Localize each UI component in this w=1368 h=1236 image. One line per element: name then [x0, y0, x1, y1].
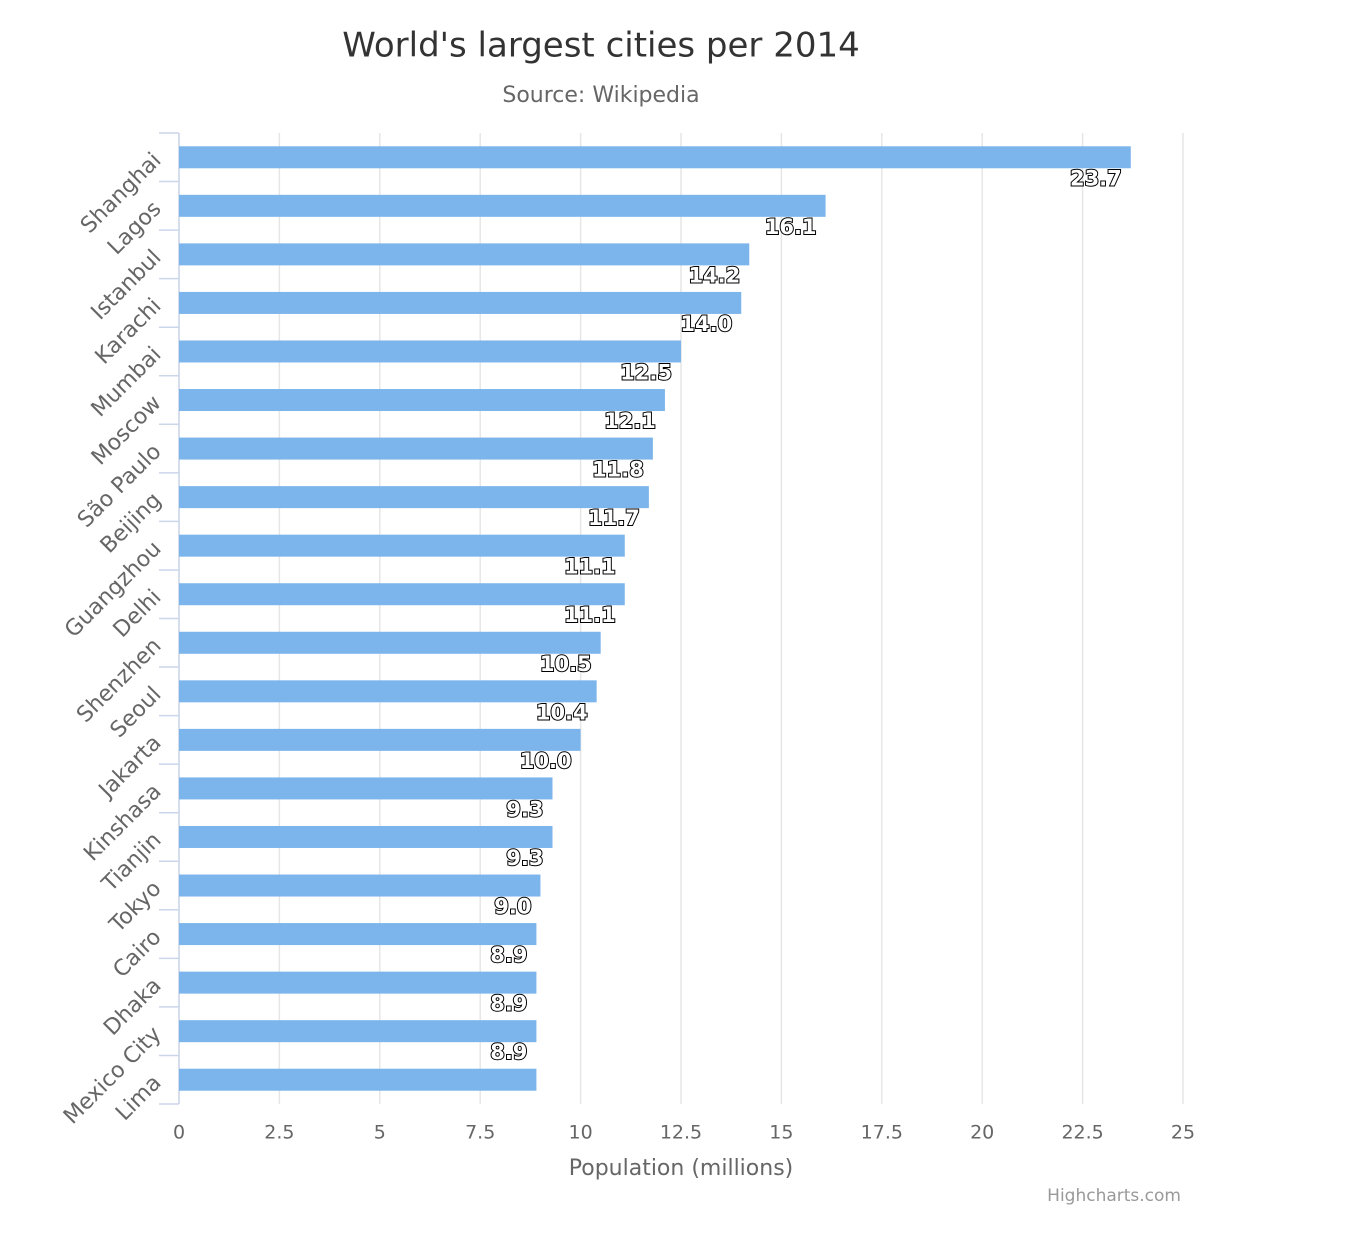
bar [179, 583, 625, 606]
bar [179, 923, 537, 946]
bar [179, 777, 553, 800]
bar [179, 243, 750, 266]
bar [179, 680, 597, 703]
x-axis-title: Population (millions) [569, 1156, 794, 1181]
x-tick-label: 25 [1171, 1122, 1195, 1144]
bar [179, 291, 742, 314]
x-tick-label: 12.5 [660, 1122, 702, 1144]
data-label: 12.1 [604, 409, 656, 433]
data-label: 23.7 [1070, 166, 1122, 190]
bar [179, 1020, 537, 1043]
data-label: 14.2 [688, 263, 740, 287]
data-label: 12.5 [620, 360, 672, 384]
bar [179, 1068, 537, 1091]
bar [179, 728, 581, 751]
data-label: 14.0 [680, 312, 732, 336]
data-label: 10.4 [536, 700, 588, 724]
data-label: 11.7 [588, 506, 640, 530]
bar [179, 146, 1131, 169]
bar [179, 194, 826, 217]
data-label: 11.1 [564, 555, 616, 579]
x-tick-label: 20 [970, 1122, 994, 1144]
x-tick-label: 22.5 [1061, 1122, 1103, 1144]
x-tick-label: 10 [569, 1122, 593, 1144]
data-label: 16.1 [765, 215, 817, 239]
x-tick-label: 7.5 [465, 1122, 495, 1144]
data-label: 11.8 [592, 458, 644, 482]
x-tick-label: 15 [769, 1122, 793, 1144]
bar [179, 825, 553, 848]
bar [179, 534, 625, 557]
data-label: 10.5 [540, 652, 592, 676]
bar [179, 486, 649, 509]
data-label: 8.9 [490, 943, 527, 967]
bar [179, 631, 601, 654]
bar [179, 874, 541, 897]
data-label: 10.0 [520, 749, 572, 773]
bar [179, 437, 653, 460]
data-label: 9.3 [506, 797, 543, 821]
x-tick-label: 5 [374, 1122, 386, 1144]
x-tick-label: 17.5 [861, 1122, 903, 1144]
bar [179, 340, 681, 363]
chart-title: World's largest cities per 2014 [342, 26, 860, 66]
bar [179, 971, 537, 994]
y-tick-label: Cairo [109, 925, 167, 983]
data-label: 8.9 [490, 992, 527, 1016]
x-tick-label: 2.5 [264, 1122, 294, 1144]
x-tick-label: 0 [173, 1122, 185, 1144]
data-label: 9.3 [506, 846, 543, 870]
data-label: 9.0 [494, 895, 531, 919]
credits[interactable]: Highcharts.com [1047, 1186, 1181, 1206]
bar [179, 389, 665, 412]
chart-subtitle: Source: Wikipedia [502, 83, 699, 108]
data-label: 8.9 [490, 1040, 527, 1064]
data-label: 11.1 [564, 603, 616, 627]
